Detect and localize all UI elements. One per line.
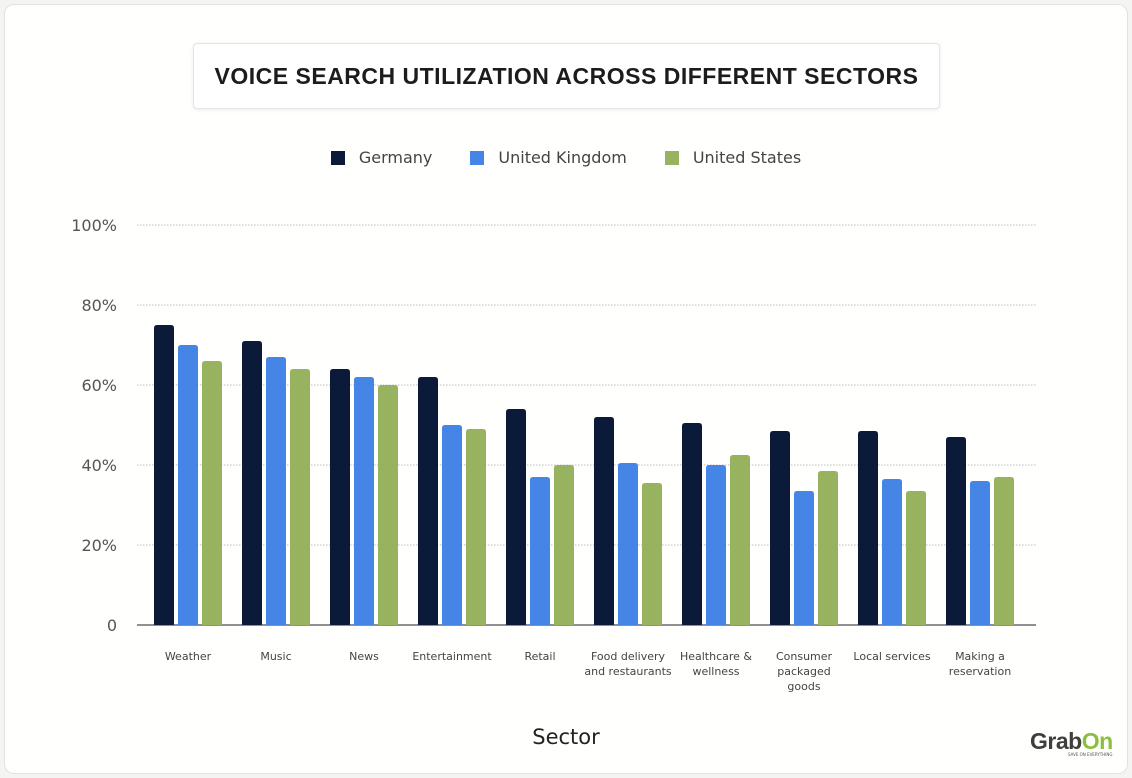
y-tick-label: 100% <box>71 216 117 235</box>
bar-united-kingdom <box>618 463 638 625</box>
legend-label: United States <box>692 148 802 167</box>
x-tick-label: Entertainment <box>412 650 492 663</box>
y-tick-label: 40% <box>81 456 117 475</box>
legend-swatch <box>470 150 485 165</box>
legend-item[interactable]: United Kingdom <box>470 148 627 167</box>
legend-item[interactable]: United States <box>664 148 802 167</box>
x-tick-label: Food delivery <box>591 650 666 663</box>
legend-label: United Kingdom <box>498 148 627 167</box>
legend-item[interactable]: Germany <box>330 148 433 167</box>
x-tick-label: Weather <box>165 650 212 663</box>
x-tick-label: reservation <box>949 665 1011 678</box>
bar-germany <box>594 417 614 625</box>
bar-united-kingdom <box>706 465 726 625</box>
bar-united-states <box>290 369 310 625</box>
legend: Germany United Kingdom United States <box>0 148 1132 167</box>
y-tick-label: 60% <box>81 376 117 395</box>
x-tick-label: Music <box>260 650 291 663</box>
legend-label: Germany <box>358 148 433 167</box>
grabon-logo: GrabOn SAVE ON EVERYTHING <box>1030 728 1113 757</box>
bar-germany <box>242 341 262 625</box>
y-tick-label: 80% <box>81 296 117 315</box>
x-tick-label: News <box>349 650 379 663</box>
chart-title: VOICE SEARCH UTILIZATION ACROSS DIFFEREN… <box>214 62 919 89</box>
bar-united-kingdom <box>178 345 198 625</box>
x-tick-label: Retail <box>524 650 555 663</box>
bar-united-kingdom <box>794 491 814 625</box>
bar-united-kingdom <box>970 481 990 625</box>
bar-united-kingdom <box>354 377 374 625</box>
bar-united-kingdom <box>530 477 550 625</box>
bar-germany <box>770 431 790 625</box>
x-axis-title: Sector <box>532 725 600 749</box>
x-tick-label: Local services <box>853 650 930 663</box>
bar-united-kingdom <box>266 357 286 625</box>
bar-united-states <box>994 477 1014 625</box>
bar-germany <box>154 325 174 625</box>
bar-germany <box>330 369 350 625</box>
x-tick-label: wellness <box>692 665 739 678</box>
y-tick-label: 20% <box>81 536 117 555</box>
x-tick-label: Consumer <box>776 650 833 663</box>
x-tick-label: Making a <box>955 650 1005 663</box>
bar-germany <box>858 431 878 625</box>
legend-swatch <box>664 150 679 165</box>
bar-united-states <box>378 385 398 625</box>
bar-germany <box>506 409 526 625</box>
x-tick-label: goods <box>787 680 820 693</box>
x-tick-label: and restaurants <box>584 665 672 678</box>
bar-united-kingdom <box>882 479 902 625</box>
y-tick-label: 0 <box>107 616 117 635</box>
bar-united-states <box>642 483 662 625</box>
bar-united-kingdom <box>442 425 462 625</box>
bar-united-states <box>818 471 838 625</box>
bar-united-states <box>906 491 926 625</box>
bar-united-states <box>202 361 222 625</box>
bar-united-states <box>554 465 574 625</box>
bar-germany <box>418 377 438 625</box>
legend-swatch <box>330 150 345 165</box>
bar-united-states <box>730 455 750 625</box>
bar-germany <box>946 437 966 625</box>
bar-united-states <box>466 429 486 625</box>
x-tick-label: Healthcare & <box>680 650 752 663</box>
x-tick-label: packaged <box>777 665 830 678</box>
bar-germany <box>682 423 702 625</box>
title-box: VOICE SEARCH UTILIZATION ACROSS DIFFEREN… <box>193 43 940 109</box>
